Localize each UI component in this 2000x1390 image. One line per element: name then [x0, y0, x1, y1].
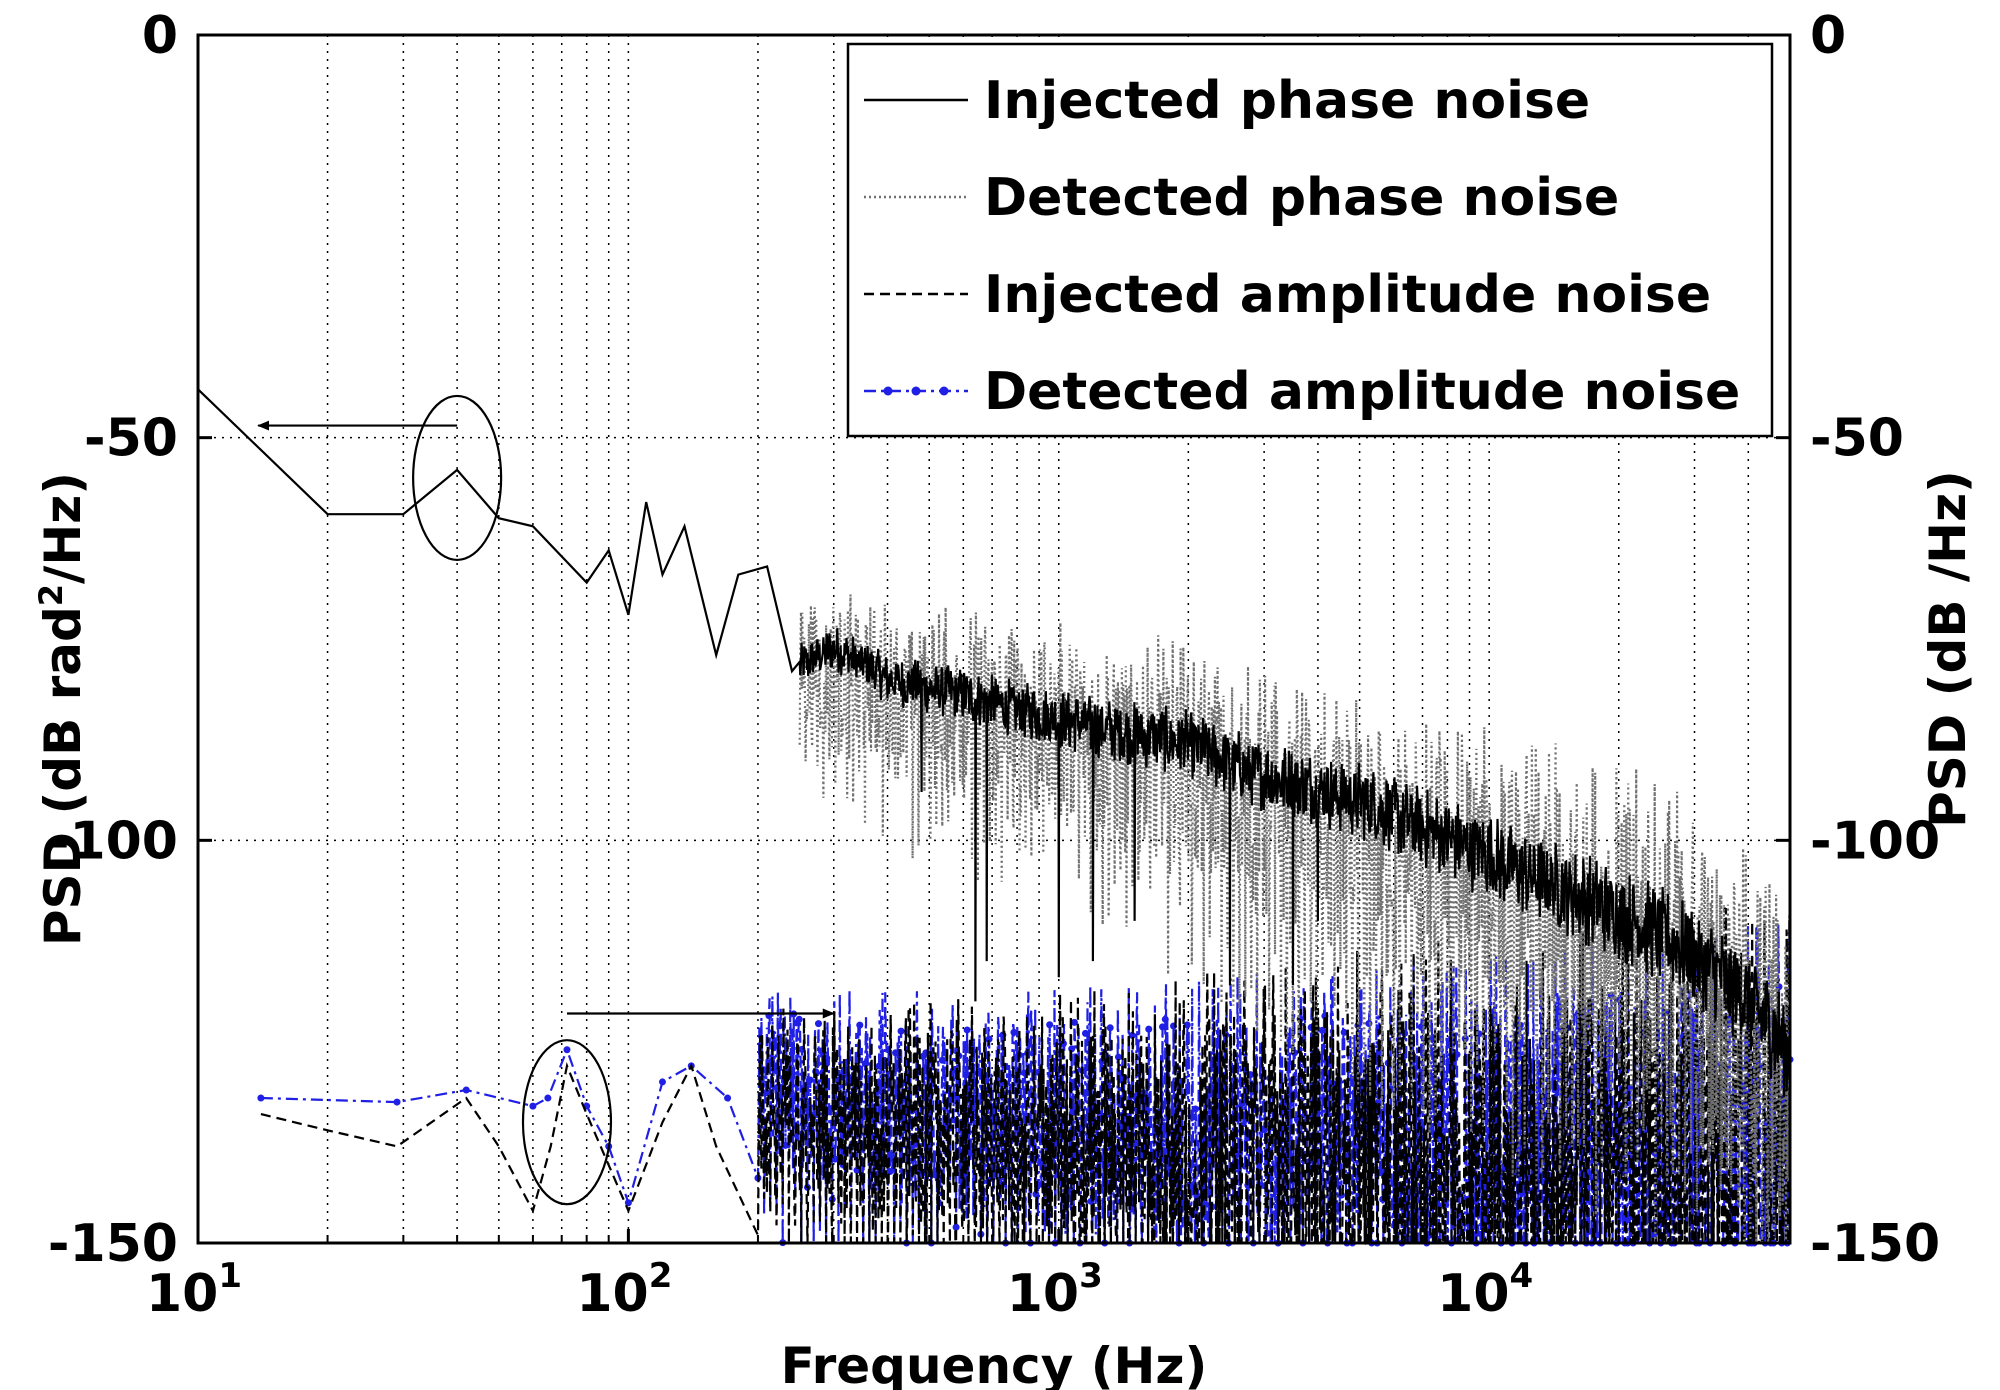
data-point-marker — [563, 1046, 571, 1054]
data-point-marker — [949, 1116, 957, 1124]
data-point-marker — [856, 1021, 864, 1029]
data-point-marker — [544, 1094, 552, 1102]
data-point-marker — [776, 1022, 784, 1030]
data-point-marker — [1192, 1105, 1200, 1113]
data-point-marker — [861, 1060, 869, 1068]
data-point-marker — [952, 1223, 960, 1231]
x-tick-label: 104 — [1437, 1256, 1533, 1324]
data-point-marker — [529, 1102, 537, 1110]
data-point-marker — [1081, 1029, 1089, 1037]
legend-entry-detected-amplitude-noise: Detected amplitude noise — [864, 362, 1740, 422]
legend-entry-injected-amplitude-noise: Injected amplitude noise — [864, 265, 1711, 325]
x-tick-label: 102 — [576, 1256, 672, 1324]
legend-marker — [939, 386, 949, 396]
data-point-marker — [1070, 1018, 1078, 1026]
data-point-marker — [624, 1199, 632, 1207]
data-point-marker — [1010, 1028, 1018, 1036]
data-point-marker — [781, 1141, 789, 1149]
data-point-marker — [1098, 1057, 1106, 1065]
data-point-marker — [1046, 1021, 1054, 1029]
data-point-marker — [1203, 1213, 1211, 1221]
data-point-marker — [1183, 1021, 1191, 1029]
y-tick-label-right: -50 — [1810, 409, 1904, 469]
data-point-marker — [1159, 1023, 1167, 1031]
annotations — [257, 394, 835, 1206]
data-point-marker — [1145, 1025, 1153, 1033]
data-point-marker — [806, 1076, 814, 1084]
data-point-marker — [1106, 1024, 1114, 1032]
legend-label-detected-phase-noise: Detected phase noise — [984, 168, 1619, 228]
x-axis-label: Frequency (Hz) — [781, 1337, 1208, 1390]
data-point-marker — [875, 1062, 883, 1070]
data-point-marker — [1032, 1190, 1040, 1198]
series-area — [197, 388, 1794, 1247]
data-point-marker — [795, 1015, 803, 1023]
y-tick-label-right: 0 — [1810, 6, 1846, 66]
data-point-marker — [1189, 1113, 1197, 1121]
legend: Injected phase noise Detected phase nois… — [846, 42, 1774, 438]
y-tick-label-right: -150 — [1810, 1214, 1940, 1274]
y-axis-label-left: PSD (dB rad2/Hz) — [32, 472, 92, 946]
legend-label-detected-amplitude-noise: Detected amplitude noise — [984, 362, 1740, 422]
data-point-marker — [938, 1056, 946, 1064]
legend-label-injected-phase-noise: Injected phase noise — [984, 71, 1590, 131]
data-point-marker — [1161, 1015, 1169, 1023]
data-point-marker — [724, 1094, 732, 1102]
legend-label-injected-amplitude-noise: Injected amplitude noise — [984, 265, 1711, 325]
y-tick-label-left: -150 — [48, 1214, 178, 1274]
legend-marker — [883, 386, 893, 396]
data-point-marker — [892, 1049, 900, 1057]
y-tick-label-left: -50 — [84, 409, 178, 469]
x-tick-label: 103 — [1007, 1256, 1103, 1324]
data-point-marker — [963, 1026, 971, 1034]
y-axis-label-right: PSD (dB /Hz) — [1919, 470, 1977, 828]
data-point-marker — [658, 1078, 666, 1086]
data-point-marker — [814, 1020, 822, 1028]
y-tick-label-left: 0 — [142, 6, 178, 66]
data-point-marker — [1114, 1053, 1122, 1061]
data-point-marker — [897, 1027, 905, 1035]
legend-marker — [911, 386, 921, 396]
data-point-marker — [393, 1098, 401, 1106]
data-point-marker — [462, 1086, 470, 1094]
data-point-marker — [886, 1168, 894, 1176]
data-point-marker — [257, 1094, 265, 1102]
